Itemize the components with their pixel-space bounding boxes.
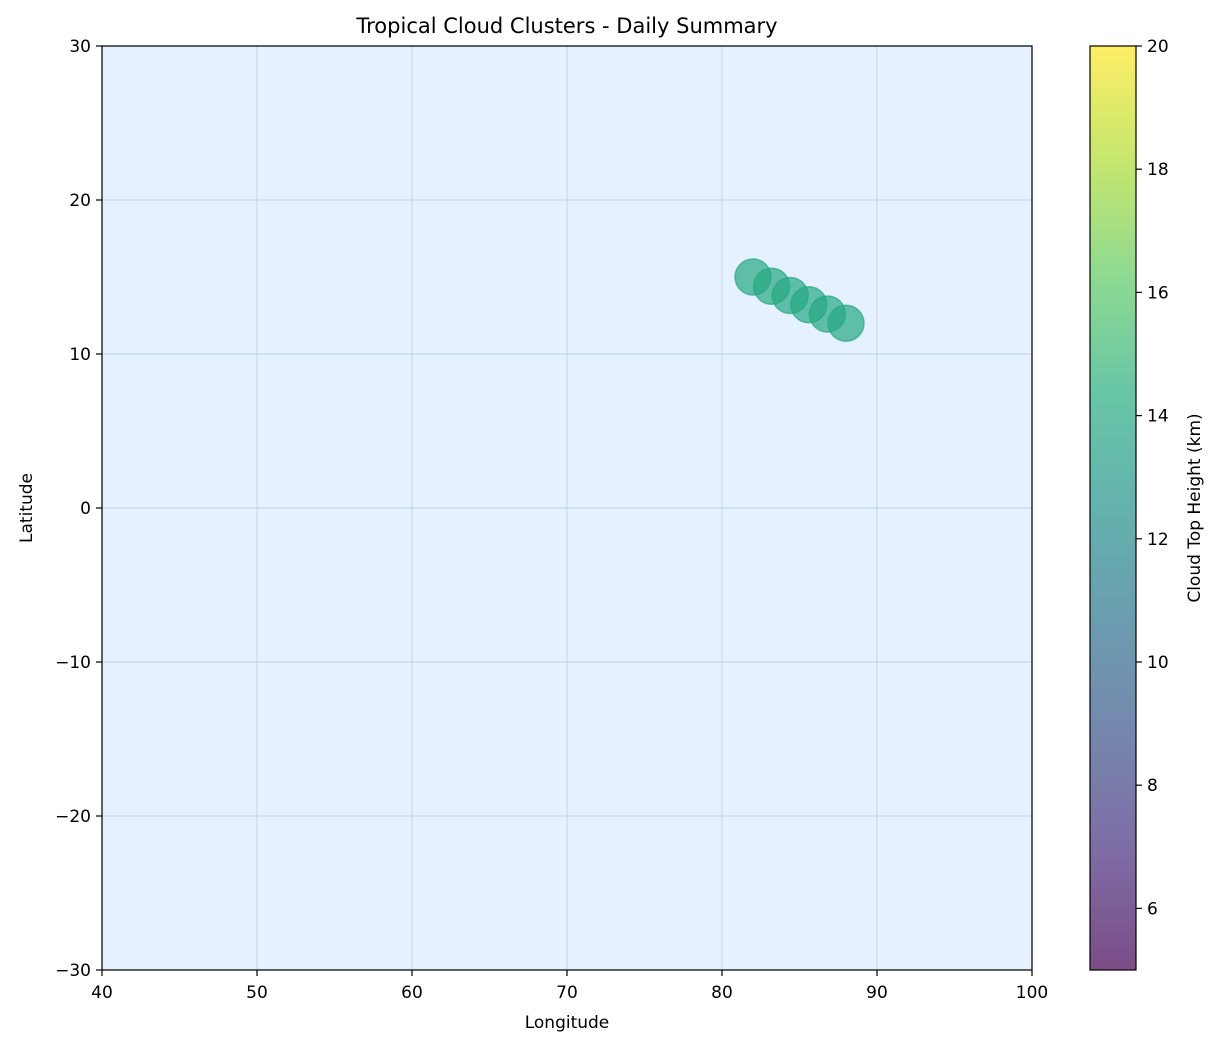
colorbar-ticks: 6 8 10 12 14 16 18 20 [1136, 37, 1169, 919]
y-tick-label: −20 [55, 807, 91, 827]
colorbar [1089, 45, 1137, 971]
colorbar-tick-label: 6 [1147, 899, 1158, 919]
x-tick-label: 70 [556, 983, 578, 1003]
colorbar-tick-label: 20 [1147, 37, 1169, 57]
chart-title: Tropical Cloud Clusters - Daily Summary [355, 14, 777, 38]
y-axis-label: Latitude [17, 473, 37, 543]
x-tick-label: 50 [246, 983, 268, 1003]
y-tick-label: 10 [69, 345, 91, 365]
x-tick-label: 60 [401, 983, 423, 1003]
colorbar-tick-label: 16 [1147, 283, 1169, 303]
data-points [734, 258, 865, 342]
colorbar-tick-label: 18 [1147, 160, 1169, 180]
y-axis-ticks: −30 −20 −10 0 10 20 30 [55, 37, 102, 981]
y-tick-label: −10 [55, 653, 91, 673]
colorbar-tick-label: 8 [1147, 776, 1158, 796]
colorbar-tick-label: 14 [1147, 407, 1169, 427]
colorbar-tick-label: 12 [1147, 530, 1169, 550]
colorbar-label: Cloud Top Height (km) [1185, 413, 1205, 602]
y-tick-label: 0 [80, 499, 91, 519]
x-tick-label: 40 [91, 983, 113, 1003]
x-tick-label: 100 [1016, 983, 1048, 1003]
x-axis-ticks: 40 50 60 70 80 90 100 [91, 970, 1048, 1003]
colorbar-tick-label: 10 [1147, 653, 1169, 673]
y-tick-label: 30 [69, 37, 91, 57]
y-tick-label: 20 [69, 191, 91, 211]
y-tick-label: −30 [55, 961, 91, 981]
x-tick-label: 90 [866, 983, 888, 1003]
scatter-point [827, 304, 865, 342]
x-axis-label: Longitude [525, 1013, 610, 1033]
x-tick-label: 80 [711, 983, 733, 1003]
